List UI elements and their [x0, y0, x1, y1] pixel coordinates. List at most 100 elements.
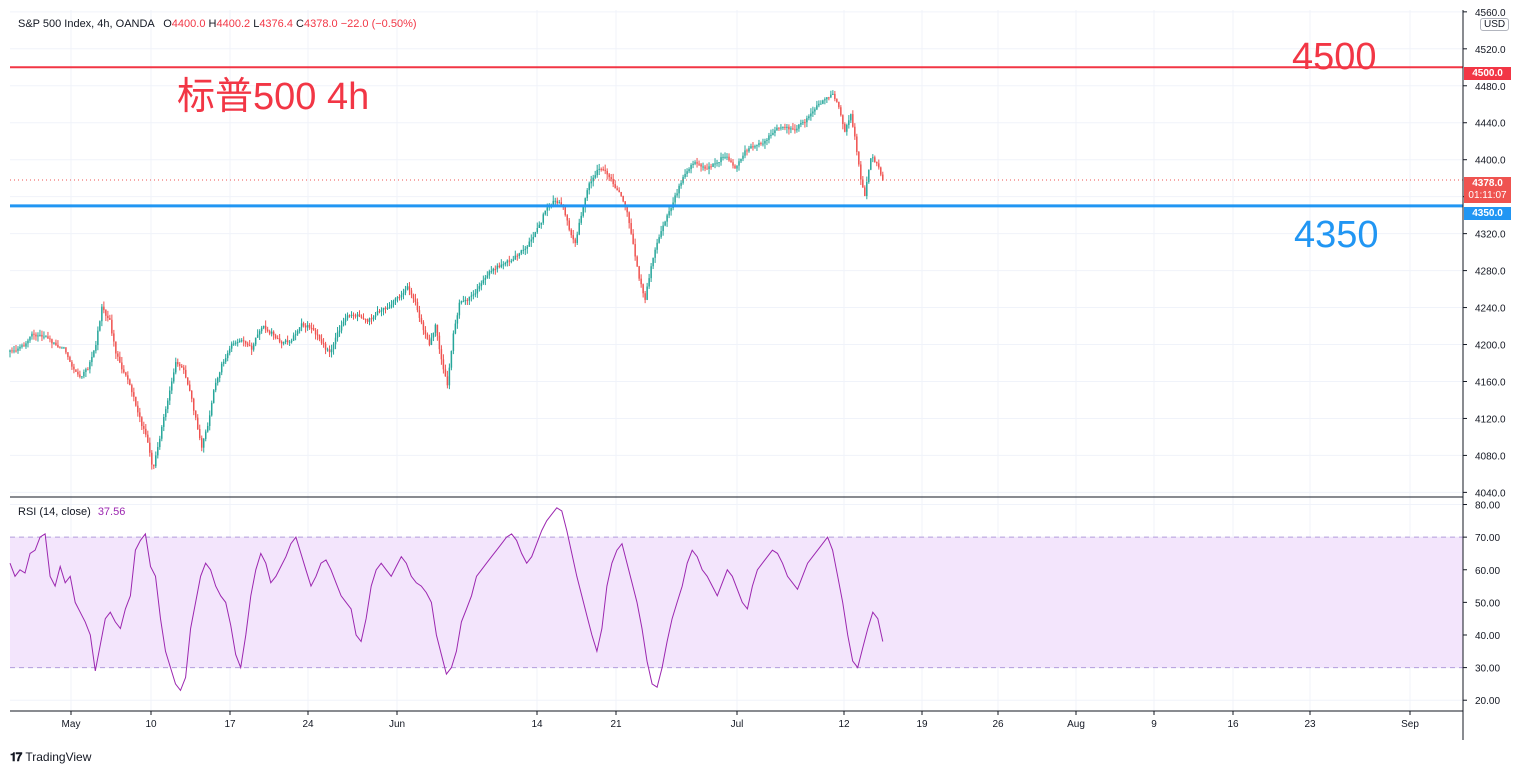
candle-body: [276, 338, 279, 340]
candle-body: [844, 124, 846, 132]
candle-body: [430, 337, 433, 345]
candle-body: [586, 190, 588, 199]
candle-body: [23, 345, 25, 347]
candle-body: [222, 361, 225, 364]
candle-body: [99, 321, 101, 331]
time-tick-label: 10: [145, 719, 157, 730]
candle-body: [378, 311, 381, 313]
candle-body: [858, 151, 860, 165]
bar-countdown: 01:11:07: [1468, 190, 1507, 201]
candle-body: [720, 157, 722, 163]
candle-body: [556, 200, 558, 204]
symbol-header: S&P 500 Index, 4h, OANDA O4400.0 H4400.2…: [18, 18, 417, 30]
candle-body: [478, 286, 481, 289]
candle-body: [512, 259, 515, 261]
time-tick-label: Sep: [1401, 719, 1419, 730]
candle-body: [636, 256, 638, 267]
candle-body: [860, 164, 862, 180]
candle-body: [338, 330, 341, 333]
candle-body: [408, 286, 411, 291]
time-tick-label: 16: [1227, 719, 1239, 730]
candle-body: [336, 332, 339, 338]
candle-body: [656, 242, 658, 250]
candle-body: [702, 166, 704, 168]
candle-body: [682, 177, 684, 183]
brand[interactable]: 𝟏𝟕 TradingView: [10, 750, 91, 765]
candle-body: [125, 372, 127, 376]
upper-level-annotation[interactable]: 4500: [1292, 36, 1377, 78]
candle-body: [204, 431, 207, 439]
candle-body: [181, 365, 183, 368]
candle-body: [127, 375, 129, 380]
candle-body: [179, 364, 181, 366]
candle-body: [574, 239, 576, 244]
candle-body: [376, 311, 379, 316]
candle-body: [41, 334, 43, 337]
candle-body: [540, 222, 543, 225]
candle-body: [11, 350, 13, 352]
candle-body: [838, 101, 840, 108]
candle-body: [674, 195, 676, 203]
candle-body: [167, 400, 169, 410]
candle-body: [77, 371, 79, 375]
last-price-value: 4378.0: [1472, 178, 1503, 189]
candle-body: [117, 353, 119, 357]
candle-body: [808, 116, 810, 119]
currency-button[interactable]: USD: [1480, 18, 1510, 31]
candle-body: [606, 170, 608, 175]
candle-body: [558, 202, 560, 204]
candle-body: [794, 129, 796, 131]
candle-body: [296, 330, 299, 335]
candle-body: [732, 162, 734, 166]
candle-body: [466, 299, 469, 301]
candle-body: [876, 161, 878, 164]
price-axis[interactable]: 4040.0 4080.0 4120.0 4160.0 4200.0 4240.0 4280…: [1463, 8, 1506, 500]
candle-body: [668, 211, 670, 216]
candle-body: [688, 169, 690, 172]
candle-body: [566, 215, 568, 221]
rsi-axis[interactable]: 20.00 30.00 40.00 50.00 60.00 70.00 80.00: [1463, 501, 1500, 708]
candle-body: [67, 352, 69, 358]
candle-body: [155, 455, 157, 467]
candle-body: [778, 127, 780, 129]
chart-title-annotation[interactable]: 标普500 4h: [177, 76, 370, 118]
candle-body: [536, 227, 539, 233]
candle-body: [882, 174, 884, 181]
candle-body: [208, 415, 211, 426]
candle-body: [264, 325, 267, 330]
candle-body: [224, 358, 227, 362]
candle-body: [432, 332, 435, 338]
candle-body: [119, 356, 121, 363]
lower-level-annotation[interactable]: 4350: [1294, 214, 1379, 256]
candle-body: [592, 177, 594, 182]
candle-body: [448, 367, 451, 386]
candle-body: [71, 361, 73, 367]
candle-body: [706, 168, 708, 170]
candle-body: [850, 114, 852, 121]
price-tick-label: 4440.0: [1475, 119, 1506, 130]
candle-body: [762, 143, 764, 145]
candle-body: [65, 347, 67, 353]
lower-level-badge: 4350.0: [1464, 207, 1511, 220]
time-tick-label: Jul: [731, 719, 744, 730]
candle-body: [614, 184, 616, 189]
candle-body: [326, 349, 329, 351]
candle-body: [570, 229, 572, 236]
time-axis[interactable]: May 10 17 24 Jun 14 21 Jul 12 19 26 Aug 9 16 23 Sep: [62, 711, 1420, 730]
candle-body: [13, 350, 15, 352]
candle-body: [744, 150, 746, 156]
candle-body: [342, 321, 345, 326]
candle-body: [37, 335, 39, 337]
candle-body: [664, 221, 666, 226]
candle-body: [670, 208, 672, 212]
candle-body: [730, 160, 732, 163]
candle-body: [143, 426, 145, 429]
candle-body: [488, 271, 491, 276]
candle-body: [306, 325, 309, 328]
candle-body: [790, 128, 792, 130]
candle-body: [690, 164, 692, 170]
candle-body: [268, 331, 271, 334]
candle-body: [534, 232, 537, 237]
candle-body: [436, 324, 439, 336]
